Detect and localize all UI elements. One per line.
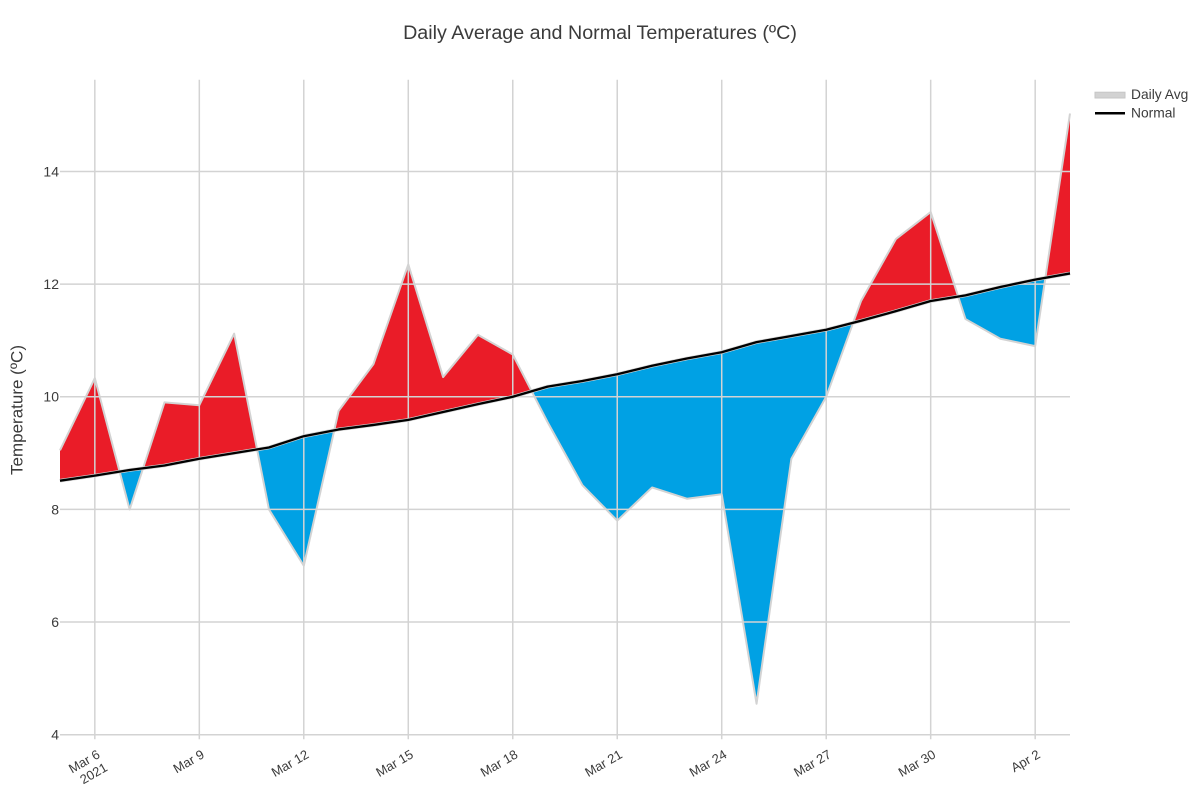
- svg-text:8: 8: [51, 501, 59, 517]
- svg-text:Normal: Normal: [1131, 106, 1175, 121]
- svg-text:10: 10: [43, 389, 59, 405]
- svg-text:14: 14: [43, 163, 59, 179]
- svg-text:Temperature (ºC): Temperature (ºC): [8, 345, 27, 475]
- svg-text:Daily Average and Normal Tempe: Daily Average and Normal Temperatures (º…: [403, 22, 797, 44]
- svg-text:4: 4: [51, 727, 59, 743]
- svg-text:Daily Avg: Daily Avg: [1131, 87, 1188, 102]
- svg-text:12: 12: [43, 276, 59, 292]
- svg-text:6: 6: [51, 614, 59, 630]
